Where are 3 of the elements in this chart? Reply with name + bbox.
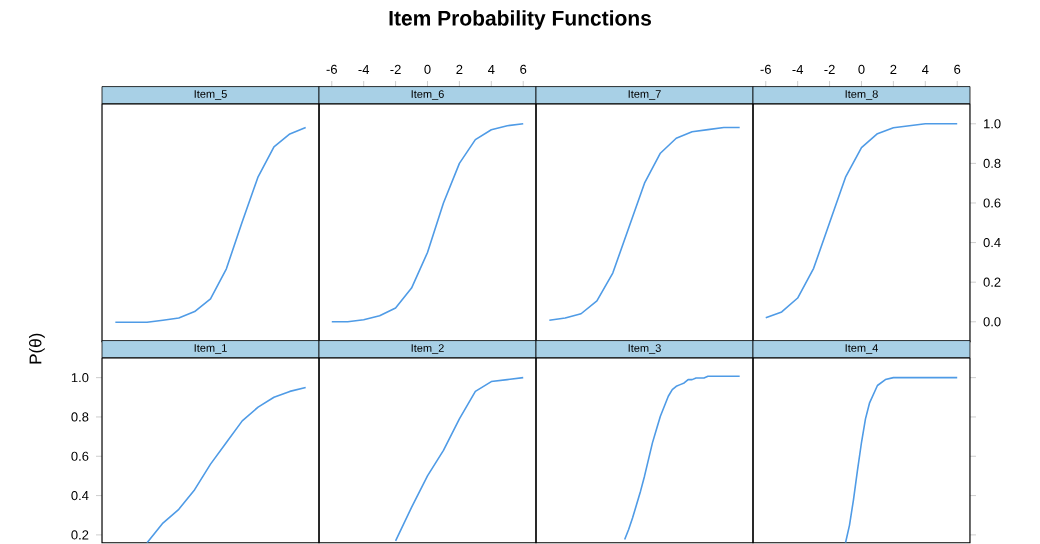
line-series (146, 386, 307, 543)
text: Item Probability Functions (389, 10, 651, 30)
y-axis-title: P(θ) (28, 333, 45, 364)
